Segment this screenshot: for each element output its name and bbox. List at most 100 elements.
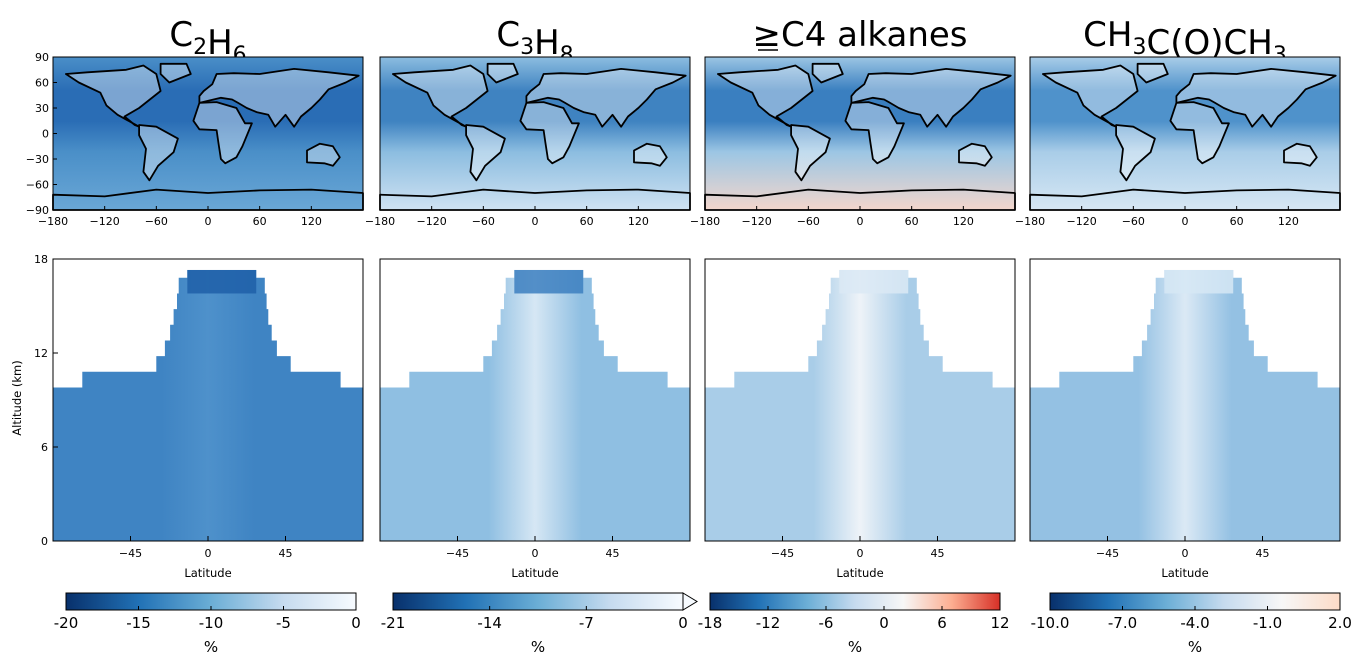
map-field (53, 57, 363, 210)
land-australia (1283, 142, 1318, 167)
colorbar-tick-label: -5 (276, 614, 291, 632)
zonal-xlabel: Latitude (836, 566, 883, 580)
land-eurasia (198, 68, 360, 128)
map-field (705, 57, 1015, 210)
panel-title: C3H8 (496, 15, 573, 68)
zonal-xtick-label: −45 (119, 547, 142, 560)
colorbar-tick-label: -14 (477, 614, 502, 632)
map-xtick-label: 60 (580, 215, 594, 228)
land-north-america (65, 64, 162, 128)
land-australia (633, 142, 668, 167)
colorbar-tick-label: -1.0 (1253, 614, 1282, 632)
zonal-upper-cap (514, 269, 584, 294)
map-xtick-label: −180 (365, 215, 395, 228)
map-xtick-label: 120 (1278, 215, 1299, 228)
panel-title: CH3C(O)CH3 (1083, 15, 1287, 68)
land-south-america (790, 124, 831, 182)
map-xtick-label: 60 (253, 215, 267, 228)
map-xtick-label: −180 (690, 215, 720, 228)
map-ytick-label: 60 (35, 77, 49, 90)
zonal-field (1030, 270, 1340, 541)
zonal-upper-cap (839, 269, 909, 294)
panel-3: ≥C4 alkanes−180 −120 −60 0 60 120−45 0 45Latitu… (690, 15, 1016, 656)
map-ytick-label: −30 (26, 153, 49, 166)
map-xtick-label: 120 (953, 215, 974, 228)
zonal-xtick-label: 45 (931, 547, 945, 560)
map-xtick-label: −60 (1122, 215, 1145, 228)
colorbar-tick-label: -7 (579, 614, 594, 632)
map-ytick-label: 0 (42, 128, 49, 141)
map-xtick-label: 60 (905, 215, 919, 228)
zonal-xtick-label: 0 (532, 547, 539, 560)
colorbar-tick-label: 0 (678, 614, 688, 632)
zonal-xtick-label: 0 (205, 547, 212, 560)
colorbar-tick-label: -18 (698, 614, 723, 632)
map-xtick-label: −180 (1015, 215, 1045, 228)
map-xtick-label: −120 (90, 215, 120, 228)
zonal-xlabel: Latitude (1161, 566, 1208, 580)
map-xtick-label: 0 (857, 215, 864, 228)
land-australia (958, 142, 993, 167)
colorbar-tick-label: -6 (819, 614, 834, 632)
map-xtick-label: −120 (742, 215, 772, 228)
land-africa (192, 101, 253, 165)
map-ytick-label: −60 (26, 179, 49, 192)
land-north-america (392, 64, 489, 128)
zonal-ytick-label: 6 (41, 441, 48, 454)
zonal-xtick-label: 0 (1182, 547, 1189, 560)
zonal-xtick-label: −45 (446, 547, 469, 560)
colorbar-tick-label: -20 (54, 614, 79, 632)
land-greenland (486, 62, 519, 84)
map-xtick-label: −120 (417, 215, 447, 228)
map-ytick-label: 90 (35, 51, 49, 64)
zonal-field (53, 270, 363, 541)
panel-title: C2H6 (169, 15, 246, 68)
map-xtick-label: 120 (628, 215, 649, 228)
map-field (380, 57, 690, 210)
land-greenland (811, 62, 844, 84)
zonal-xtick-label: −45 (1096, 547, 1119, 560)
panel-2: C3H8 −180 −120 −60 0 60 120 −45 0 45 Latitude -21 -1… (365, 15, 698, 656)
zonal-xtick-label: 0 (857, 547, 864, 560)
map-xtick-label: −180 (38, 215, 68, 228)
land-eurasia (850, 68, 1012, 128)
zonal-xlabel: Latitude (511, 566, 558, 580)
zonal-upper-cap (1164, 269, 1234, 294)
zonal-ytick-label: 12 (34, 347, 48, 360)
colorbar-tick-label: 2.0 (1328, 614, 1351, 632)
panel-1: C2H6−180 −120 −60 0 60 1209060300−30−60−90−45… (26, 15, 364, 656)
map-field (1030, 57, 1340, 210)
land-south-america (1115, 124, 1156, 182)
zonal-xtick-label: −45 (771, 547, 794, 560)
colorbar (709, 592, 1001, 611)
land-eurasia (1175, 68, 1337, 128)
land-eurasia (525, 68, 687, 128)
map-xtick-label: −60 (145, 215, 168, 228)
colorbar-tick-label: -7.0 (1108, 614, 1137, 632)
map-ytick-label: 30 (35, 102, 49, 115)
map-xtick-label: −120 (1067, 215, 1097, 228)
colorbar-tick-label: -10.0 (1031, 614, 1070, 632)
zonal-xtick-label: 45 (1256, 547, 1270, 560)
colorbar (392, 592, 684, 611)
colorbar-tick-label: -10 (199, 614, 224, 632)
land-africa (1169, 101, 1230, 165)
colorbar-extend-arrow (682, 592, 698, 611)
zonal-xtick-label: 45 (606, 547, 620, 560)
map-xtick-label: 0 (205, 215, 212, 228)
zonal-ylabel: Altitude (km) (10, 360, 24, 435)
colorbar-tick-label: 6 (937, 614, 947, 632)
colorbar-label: % (531, 638, 545, 656)
land-north-america (1042, 64, 1139, 128)
land-africa (519, 101, 580, 165)
colorbar-tick-label: -12 (756, 614, 781, 632)
map-xtick-label: 0 (532, 215, 539, 228)
map-xtick-label: 0 (1182, 215, 1189, 228)
map-xtick-label: 120 (301, 215, 322, 228)
colorbar-tick-label: -4.0 (1180, 614, 1209, 632)
colorbar-tick-label: 12 (990, 614, 1009, 632)
map-xtick-label: −60 (797, 215, 820, 228)
land-africa (844, 101, 905, 165)
colorbar-tick-label: 0 (351, 614, 361, 632)
